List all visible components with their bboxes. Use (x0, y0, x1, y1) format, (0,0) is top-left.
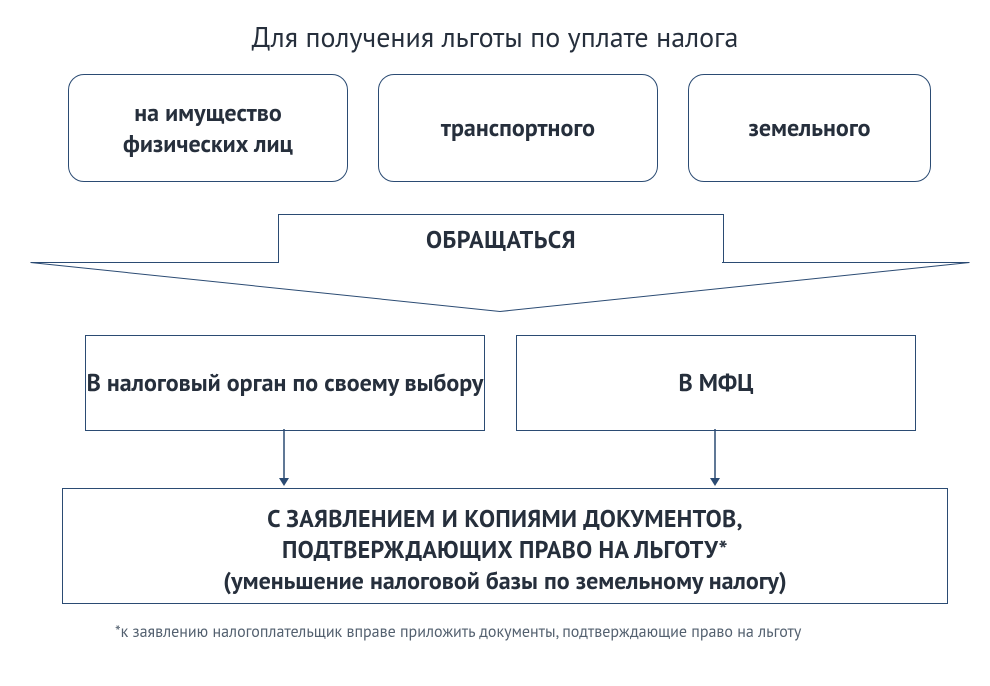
diagram-root: Для получения льготы по уплате налога на… (0, 0, 990, 686)
category-box-transport: транспортного (378, 74, 658, 182)
arrow-down-icon (705, 429, 725, 488)
category-box-land: земельного (688, 74, 931, 182)
arrow-down-icon (274, 429, 294, 488)
banner-arrow-shape (30, 262, 970, 312)
destination-box-tax-office: В налоговый орган по своему выбору (85, 335, 485, 431)
page-title: Для получения льготы по уплате налога (0, 18, 990, 55)
category-label: на имущество физических лиц (69, 97, 347, 159)
category-label: земельного (748, 112, 870, 143)
contact-tab: ОБРАЩАТЬСЯ (278, 214, 724, 263)
category-box-property: на имущество физических лиц (68, 74, 348, 182)
category-label: транспортного (441, 112, 595, 143)
result-line-3: (уменьшение налоговой базы по земельному… (83, 565, 927, 596)
destination-label: В МФЦ (678, 367, 753, 398)
result-line-1: С ЗАЯВЛЕНИЕМ И КОПИЯМИ ДОКУМЕНТОВ, (83, 503, 927, 534)
result-box: С ЗАЯВЛЕНИЕМ И КОПИЯМИ ДОКУМЕНТОВ, ПОДТВ… (62, 488, 948, 604)
destination-box-mfc: В МФЦ (516, 335, 916, 431)
contact-label: ОБРАЩАТЬСЯ (426, 224, 576, 255)
footnote-text: *к заявлению налогоплательщик вправе при… (115, 620, 935, 644)
destination-label: В налоговый орган по своему выбору (87, 367, 484, 398)
result-line-2: ПОДТВЕРЖДАЮЩИХ ПРАВО НА ЛЬГОТУ* (83, 534, 927, 565)
